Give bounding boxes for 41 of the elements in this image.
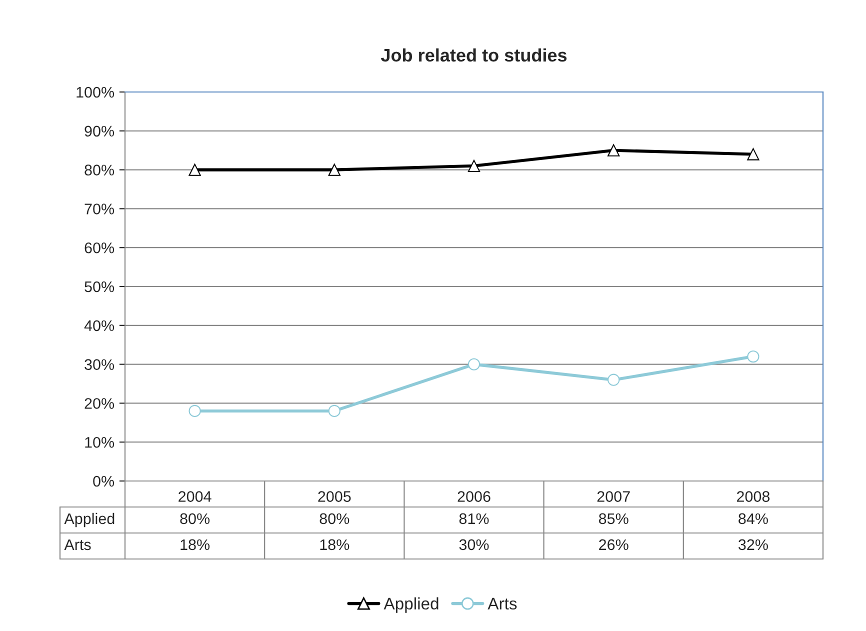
x-tick-label: 2007: [597, 491, 630, 502]
y-tick-label: 40%: [84, 320, 114, 332]
point: [188, 164, 201, 176]
point: [608, 144, 620, 156]
point: [468, 358, 480, 370]
point: [608, 374, 620, 386]
data-label: 84%: [738, 513, 768, 524]
point: [328, 404, 340, 418]
x-tick-label: 2004: [178, 491, 212, 502]
data-label: 32%: [738, 539, 768, 550]
y-tick-label: 10%: [85, 436, 114, 448]
data-label: 26%: [599, 539, 628, 550]
data-label: 18%: [180, 539, 210, 550]
legend-label: Applied: [384, 597, 438, 613]
point: [747, 350, 760, 363]
point: [468, 160, 480, 172]
y-tick-label: 100%: [76, 86, 114, 98]
y-tick-label: 20%: [84, 398, 114, 409]
y-tick-label: 70%: [84, 204, 114, 214]
y-tick-label: 80%: [84, 164, 114, 176]
data-label: 81%: [459, 513, 489, 524]
y-tick-label: 0%: [93, 476, 114, 487]
data-label: 80%: [320, 513, 350, 524]
y-tick-label: 30%: [84, 359, 114, 370]
data-label: 18%: [320, 539, 350, 550]
text: Arts: [64, 539, 91, 550]
y-tick-label: 60%: [84, 242, 114, 254]
x-tick-label: 2005: [318, 491, 351, 502]
y-tick-label: 90%: [84, 126, 114, 137]
data-label: 85%: [598, 513, 628, 524]
data-label: 30%: [459, 539, 489, 550]
text: Applied: [64, 512, 114, 528]
x-tick-label: 2006: [458, 491, 490, 502]
point: [747, 148, 760, 160]
data-label: 80%: [180, 513, 210, 524]
y-tick-label: 50%: [84, 281, 114, 292]
point: [328, 164, 340, 176]
legend-label: Arts: [488, 598, 517, 610]
x-tick-label: 2008: [736, 491, 770, 502]
point: [188, 404, 201, 418]
chart-title: Job related to studies: [380, 48, 567, 62]
